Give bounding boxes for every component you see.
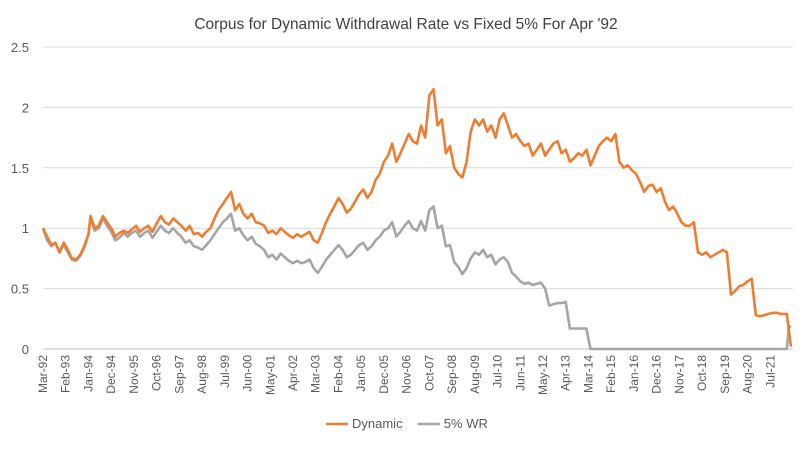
series-lines <box>41 88 793 351</box>
x-tick-label: Feb-04 <box>331 355 345 393</box>
x-tick-label: Jan-16 <box>627 355 641 392</box>
legend-label: Dynamic <box>352 416 403 431</box>
x-tick-label: Jun-11 <box>513 355 527 391</box>
x-axis-tick-labels: Mar-92 Feb-93 Jan-94 Dec-94 Nov-95 Oct-96 Sep-… <box>36 355 777 395</box>
x-tick-label: Mar-92 <box>36 355 50 393</box>
x-tick-label: May-12 <box>536 355 550 395</box>
x-tick-label: Jun-00 <box>241 355 255 392</box>
x-tick-label: Dec-16 <box>650 355 664 394</box>
x-tick-label: Aug-09 <box>468 355 482 394</box>
chart-title: Corpus for Dynamic Withdrawal Rate vs Fi… <box>194 16 617 33</box>
x-tick-label: Jul-10 <box>491 355 505 388</box>
y-tick-label: 1.5 <box>11 161 29 176</box>
x-tick-label: Oct-18 <box>695 355 709 391</box>
x-tick-label: Aug-98 <box>195 355 209 394</box>
x-tick-label: Feb-15 <box>604 355 618 393</box>
x-tick-label: Jan-05 <box>354 355 368 392</box>
x-tick-label: Apr-02 <box>286 355 300 391</box>
x-tick-label: May-01 <box>263 355 277 395</box>
x-tick-label: Aug-20 <box>741 355 755 394</box>
series-line-dynamic <box>41 88 793 347</box>
x-tick-label: Sep-97 <box>172 355 186 394</box>
y-axis-tick-labels: 0 0.5 1 1.5 2 2.5 <box>11 40 29 357</box>
x-tick-label: Mar-14 <box>581 355 595 393</box>
x-tick-label: Mar-03 <box>309 355 323 393</box>
x-tick-label: Oct-07 <box>422 355 436 391</box>
y-tick-label: 2.5 <box>11 40 29 55</box>
gridlines <box>43 46 793 350</box>
x-tick-label: Nov-95 <box>127 355 141 394</box>
x-tick-label: Jul-99 <box>218 355 232 388</box>
x-tick-label: Sep-08 <box>445 355 459 394</box>
y-tick-label: 1 <box>22 221 29 236</box>
y-tick-label: 0.5 <box>11 282 29 297</box>
x-tick-label: Nov-17 <box>672 355 686 394</box>
x-tick-label: Dec-05 <box>377 355 391 394</box>
x-tick-label: Nov-06 <box>400 355 414 394</box>
y-tick-label: 2 <box>22 100 29 115</box>
x-tick-label: Oct-96 <box>150 355 164 391</box>
x-tick-label: Jan-94 <box>81 355 95 392</box>
x-tick-label: Jul-21 <box>763 355 777 388</box>
x-tick-label: Apr-13 <box>559 355 573 391</box>
x-tick-label: Dec-94 <box>104 355 118 394</box>
legend-label: 5% WR <box>444 416 488 431</box>
y-tick-label: 0 <box>22 342 29 357</box>
x-tick-label: Sep-19 <box>718 355 732 394</box>
legend: Dynamic 5% WR <box>326 416 488 431</box>
series-line-5-wr <box>41 205 792 351</box>
x-tick-label: Feb-93 <box>59 355 73 393</box>
